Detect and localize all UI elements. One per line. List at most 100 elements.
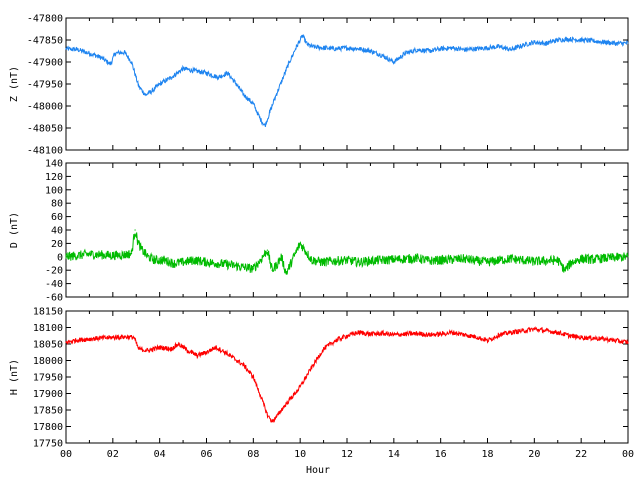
d-data-point: [498, 259, 500, 261]
d-data-point: [252, 268, 254, 270]
z-data-point: [194, 70, 196, 72]
h-data-point: [369, 333, 372, 335]
z-data-point: [451, 47, 453, 49]
h-data-point: [290, 397, 292, 400]
z-data-point: [287, 63, 290, 65]
h-data-point: [137, 348, 140, 350]
h-y-tick-label: 17850: [33, 406, 63, 417]
d-data-point: [311, 259, 313, 261]
h-data-point: [123, 336, 126, 338]
z-data-point: [205, 72, 208, 74]
z-data-point: [114, 52, 116, 54]
z-data-point: [145, 94, 147, 96]
d-data-point: [522, 259, 524, 261]
x-tick-label: 00: [622, 449, 634, 460]
h-data-point: [112, 336, 114, 338]
d-data-point: [112, 254, 114, 257]
h-data-point: [283, 406, 285, 408]
d-data-point: [571, 261, 573, 263]
d-data-point: [271, 269, 273, 271]
z-data-point: [130, 61, 133, 63]
z-data-point: [182, 68, 184, 70]
h-data-point: [100, 337, 102, 339]
d-data-point: [276, 264, 278, 266]
h-data-point: [568, 335, 571, 337]
h-data-point: [271, 420, 273, 423]
d-data-point: [147, 256, 149, 258]
z-data-point: [322, 47, 325, 49]
h-data-point: [486, 340, 489, 342]
h-data-point: [159, 346, 161, 348]
z-data-point: [100, 57, 102, 59]
h-data-point: [334, 340, 336, 342]
d-data-point: [486, 261, 489, 263]
h-y-tick-label: 17800: [33, 422, 63, 433]
d-data-point: [358, 261, 360, 263]
d-data-point: [65, 256, 67, 258]
h-data-point: [498, 334, 500, 336]
d-data-point: [100, 254, 102, 256]
d-data-point: [603, 257, 606, 259]
d-data-point: [130, 252, 133, 255]
d-data-point: [440, 259, 442, 261]
d-y-tick-label: -20: [45, 266, 63, 277]
x-tick-label: 06: [200, 449, 212, 460]
d-data-point: [393, 258, 395, 261]
d-data-point: [163, 259, 165, 261]
h-data-point: [627, 341, 629, 343]
x-tick-label: 00: [60, 449, 72, 460]
d-y-axis-title: D (nT): [9, 212, 20, 248]
d-data-point: [463, 258, 465, 260]
h-data-point: [545, 330, 547, 332]
z-data-point: [381, 54, 383, 57]
x-tick-label: 18: [481, 449, 493, 460]
d-data-point: [194, 259, 196, 261]
d-data-point: [294, 252, 297, 255]
z-data-point: [159, 83, 161, 85]
z-data-point: [264, 125, 266, 127]
z-data-point: [301, 35, 304, 37]
z-data-point: [580, 39, 582, 41]
z-y-tick-label: -47900: [27, 58, 63, 69]
z-data-point: [170, 76, 172, 78]
h-data-point: [580, 336, 582, 338]
z-series-line: [65, 33, 629, 127]
d-data-point: [140, 248, 142, 250]
z-data-point: [545, 42, 547, 45]
h-data-point: [475, 336, 477, 338]
d-data-point: [182, 261, 184, 263]
z-data-point: [627, 42, 629, 44]
d-data-point: [334, 260, 336, 262]
d-y-tick-label: 0: [57, 252, 63, 263]
d-data-point: [205, 261, 208, 263]
d-data-point: [416, 257, 418, 259]
z-data-point: [280, 81, 283, 83]
h-data-point: [603, 338, 606, 340]
h-data-point: [77, 339, 79, 341]
h-data-point: [234, 358, 236, 360]
z-y-tick-label: -48050: [27, 124, 63, 135]
d-data-point: [290, 262, 292, 265]
d-data-point: [241, 266, 243, 268]
z-data-point: [533, 41, 535, 43]
d-data-point: [266, 249, 268, 251]
h-series-line: [65, 325, 629, 423]
h-data-point: [205, 351, 208, 353]
z-data-point: [137, 85, 140, 87]
h-data-point: [243, 364, 245, 367]
h-data-point: [358, 331, 360, 334]
d-plot-frame: [65, 162, 629, 298]
d-data-point: [123, 254, 126, 256]
d-component-panel: 140 120 100 80 60 40 20 0 -20 -40 -60 D (nT): [9, 159, 629, 304]
h-data-point: [428, 334, 430, 336]
d-data-point: [533, 260, 535, 263]
d-data-point: [428, 260, 430, 262]
h-data-point: [88, 338, 91, 340]
d-data-point: [173, 262, 175, 265]
d-data-point: [557, 259, 559, 261]
x-tick-label: 10: [294, 449, 306, 460]
h-data-point: [196, 354, 198, 357]
h-data-point: [404, 333, 407, 335]
h-data-point: [416, 332, 418, 335]
